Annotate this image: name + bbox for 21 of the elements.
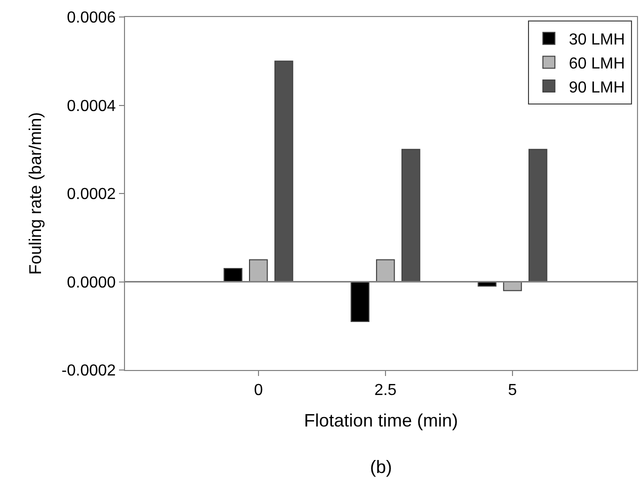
x-tick-label: 5 [508,382,518,400]
bar [274,60,294,282]
x-tick-label: 2.5 [374,382,397,400]
legend-label: 30 LMH [568,32,625,49]
bar [401,148,420,282]
y-tick-label: -0.0002 [62,362,116,380]
bar [528,148,548,282]
bar [249,259,268,282]
y-tick-label: 0.0004 [66,98,116,115]
bar [224,268,242,282]
x-tick-label: 0 [254,382,263,400]
legend-label: 90 LMH [568,79,625,96]
legend-label: 60 LMH [568,55,625,72]
y-tick-label: 0.0000 [66,274,116,292]
text: (b) [370,457,392,477]
x-axis-title: Flotation time (min) [304,410,458,430]
y-tick-label: 0.0006 [66,10,116,27]
bar [376,259,395,282]
bar [350,281,370,322]
y-axis-title: Fouling rate (bar/min) [26,112,46,275]
y-tick-label: 0.0002 [66,186,116,204]
